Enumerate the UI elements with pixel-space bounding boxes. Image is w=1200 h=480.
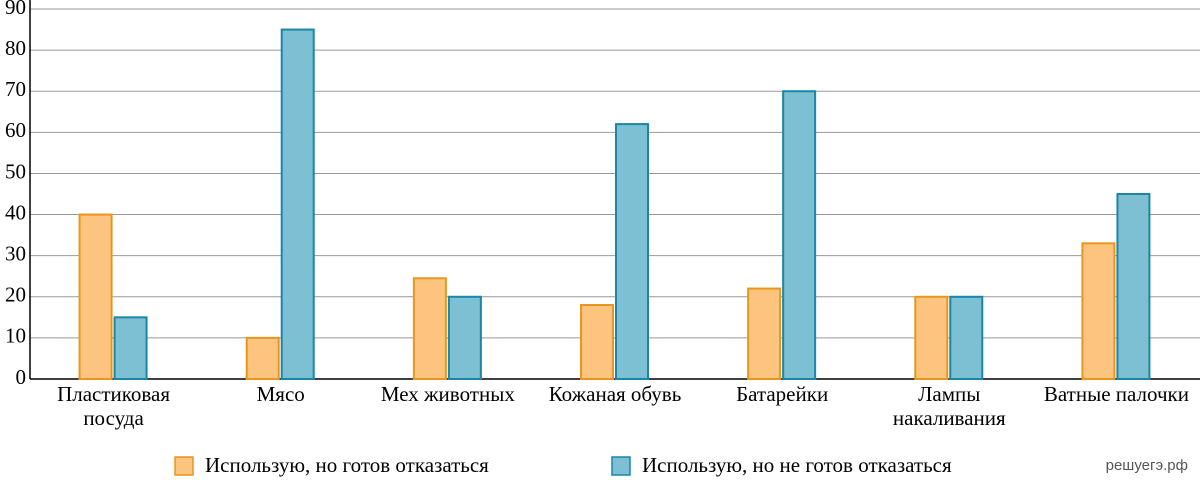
x-tick-label: Кожаная обувь [548, 382, 682, 406]
bar [949, 295, 984, 380]
bar [78, 213, 113, 380]
x-tick-label: Ватные палочки [1043, 382, 1189, 406]
y-tick-label: 50 [5, 159, 26, 183]
legend-swatch [174, 456, 194, 476]
bar [782, 90, 817, 380]
y-tick-label: 60 [5, 118, 26, 142]
y-tick-label: 40 [5, 200, 26, 224]
y-tick-label: 0 [16, 365, 27, 389]
bar [580, 304, 614, 380]
bar [747, 287, 782, 380]
y-tick-label: 30 [5, 241, 26, 265]
y-tick-label: 90 [5, 0, 26, 19]
x-tick-label: Лампы накаливания [892, 382, 1006, 430]
bar [113, 316, 148, 381]
x-tick-label: Мясо [256, 382, 305, 406]
legend-swatch [611, 456, 631, 476]
bar [1081, 242, 1116, 380]
x-tick-label: Мех животных [380, 382, 515, 406]
legend-label: Использую, но готов отказаться [205, 453, 489, 477]
y-tick-label: 80 [5, 36, 26, 60]
legend-label: Использую, но не готов отказаться [642, 453, 952, 477]
bar [412, 277, 447, 380]
bar [245, 336, 280, 380]
y-tick-label: 10 [5, 324, 26, 348]
bar [914, 295, 949, 380]
y-tick-label: 70 [5, 77, 26, 101]
bar [615, 123, 649, 380]
bar [1116, 193, 1151, 380]
y-tick-label: 20 [5, 283, 26, 307]
x-tick-label: Батарейки [736, 382, 829, 406]
bar [447, 295, 482, 380]
watermark: решуегэ.рф [1106, 457, 1188, 474]
x-tick-label: Пластиковая посуда [57, 382, 171, 430]
bar [280, 28, 315, 381]
